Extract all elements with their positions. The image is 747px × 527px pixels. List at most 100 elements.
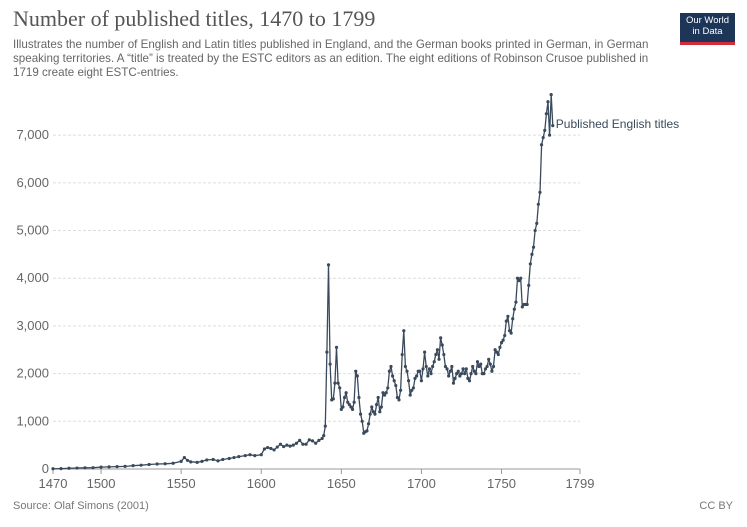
data-point[interactable] [488, 362, 492, 366]
data-point[interactable] [355, 374, 359, 378]
data-point[interactable] [421, 367, 425, 371]
data-point[interactable] [394, 383, 398, 388]
data-point[interactable] [512, 307, 516, 311]
data-point[interactable] [360, 419, 364, 423]
data-point[interactable] [440, 343, 444, 347]
data-point[interactable] [147, 462, 151, 467]
data-point[interactable] [59, 467, 63, 471]
data-point[interactable] [464, 367, 468, 371]
data-point[interactable] [326, 263, 331, 267]
data-point[interactable] [493, 348, 497, 352]
data-point[interactable] [310, 439, 315, 443]
data-point[interactable] [498, 345, 502, 349]
data-point[interactable] [491, 364, 496, 369]
data-point[interactable] [463, 372, 467, 376]
data-point[interactable] [205, 458, 209, 462]
data-point[interactable] [520, 305, 524, 309]
data-point[interactable] [352, 400, 356, 404]
data-point[interactable] [547, 133, 552, 137]
data-point[interactable] [314, 441, 318, 445]
data-point[interactable] [456, 369, 460, 373]
data-point[interactable] [429, 372, 433, 376]
data-point[interactable] [91, 466, 95, 470]
data-point[interactable] [448, 369, 452, 373]
data-point[interactable] [211, 457, 215, 462]
data-point[interactable] [483, 367, 488, 371]
data-point[interactable] [402, 329, 406, 333]
source-note[interactable]: Source: Olaf Simons (2001) [13, 500, 149, 512]
data-point[interactable] [389, 364, 393, 369]
data-point[interactable] [328, 362, 332, 366]
data-point[interactable] [398, 388, 403, 392]
data-point[interactable] [469, 372, 473, 376]
data-point[interactable] [139, 463, 143, 467]
data-point[interactable] [237, 455, 241, 459]
data-point[interactable] [322, 434, 326, 438]
data-point[interactable] [442, 352, 446, 357]
data-point[interactable] [408, 393, 412, 397]
data-point[interactable] [549, 93, 553, 97]
data-point[interactable] [334, 345, 339, 349]
data-point[interactable] [107, 465, 111, 469]
data-point[interactable] [451, 381, 456, 385]
data-point[interactable] [75, 466, 79, 470]
data-point[interactable] [259, 453, 263, 457]
data-point[interactable] [475, 360, 480, 364]
data-point[interactable] [426, 374, 430, 378]
data-point[interactable] [472, 369, 476, 373]
data-point[interactable] [349, 405, 353, 409]
data-point[interactable] [341, 405, 345, 409]
data-point[interactable] [419, 379, 424, 383]
data-point[interactable] [83, 466, 87, 470]
data-point[interactable] [515, 276, 520, 280]
data-point[interactable] [533, 228, 537, 233]
data-point[interactable] [400, 352, 404, 357]
data-point[interactable] [320, 436, 324, 441]
data-point[interactable] [535, 221, 539, 225]
data-point[interactable] [131, 464, 135, 468]
data-point[interactable] [507, 329, 512, 333]
data-point[interactable] [517, 279, 521, 283]
data-point[interactable] [336, 381, 340, 385]
data-point[interactable] [466, 376, 470, 380]
data-point[interactable] [294, 441, 299, 445]
data-point[interactable] [338, 386, 342, 390]
data-point[interactable] [365, 429, 369, 433]
data-point[interactable] [519, 276, 523, 280]
data-point[interactable] [216, 459, 220, 463]
data-point[interactable] [307, 438, 311, 442]
data-point[interactable] [354, 369, 358, 373]
data-point[interactable] [195, 460, 199, 464]
data-point[interactable] [432, 360, 436, 364]
data-point[interactable] [67, 466, 71, 470]
data-point[interactable] [370, 405, 374, 409]
data-point[interactable] [350, 407, 355, 411]
data-point[interactable] [482, 372, 486, 376]
data-point[interactable] [304, 442, 308, 446]
data-point[interactable] [485, 364, 489, 369]
data-point[interactable] [374, 403, 379, 407]
data-point[interactable] [477, 364, 481, 369]
data-point[interactable] [301, 442, 305, 446]
data-point[interactable] [266, 445, 270, 450]
data-point[interactable] [155, 462, 159, 466]
data-point[interactable] [514, 300, 518, 304]
data-point[interactable] [443, 364, 448, 369]
data-point[interactable] [447, 374, 451, 378]
data-point[interactable] [288, 444, 292, 448]
data-point[interactable] [185, 458, 190, 463]
data-point[interactable] [395, 395, 399, 400]
data-point[interactable] [253, 454, 257, 458]
data-point[interactable] [496, 352, 500, 357]
data-point[interactable] [528, 262, 532, 266]
owid-logo[interactable]: Our World in Data [680, 13, 735, 45]
data-point[interactable] [403, 364, 408, 369]
data-point[interactable] [376, 395, 380, 400]
data-point[interactable] [455, 372, 459, 376]
data-point[interactable] [501, 338, 505, 342]
data-point[interactable] [453, 376, 457, 380]
data-point[interactable] [423, 350, 427, 354]
data-point[interactable] [411, 386, 416, 390]
data-point[interactable] [232, 455, 236, 460]
data-point[interactable] [342, 395, 347, 400]
